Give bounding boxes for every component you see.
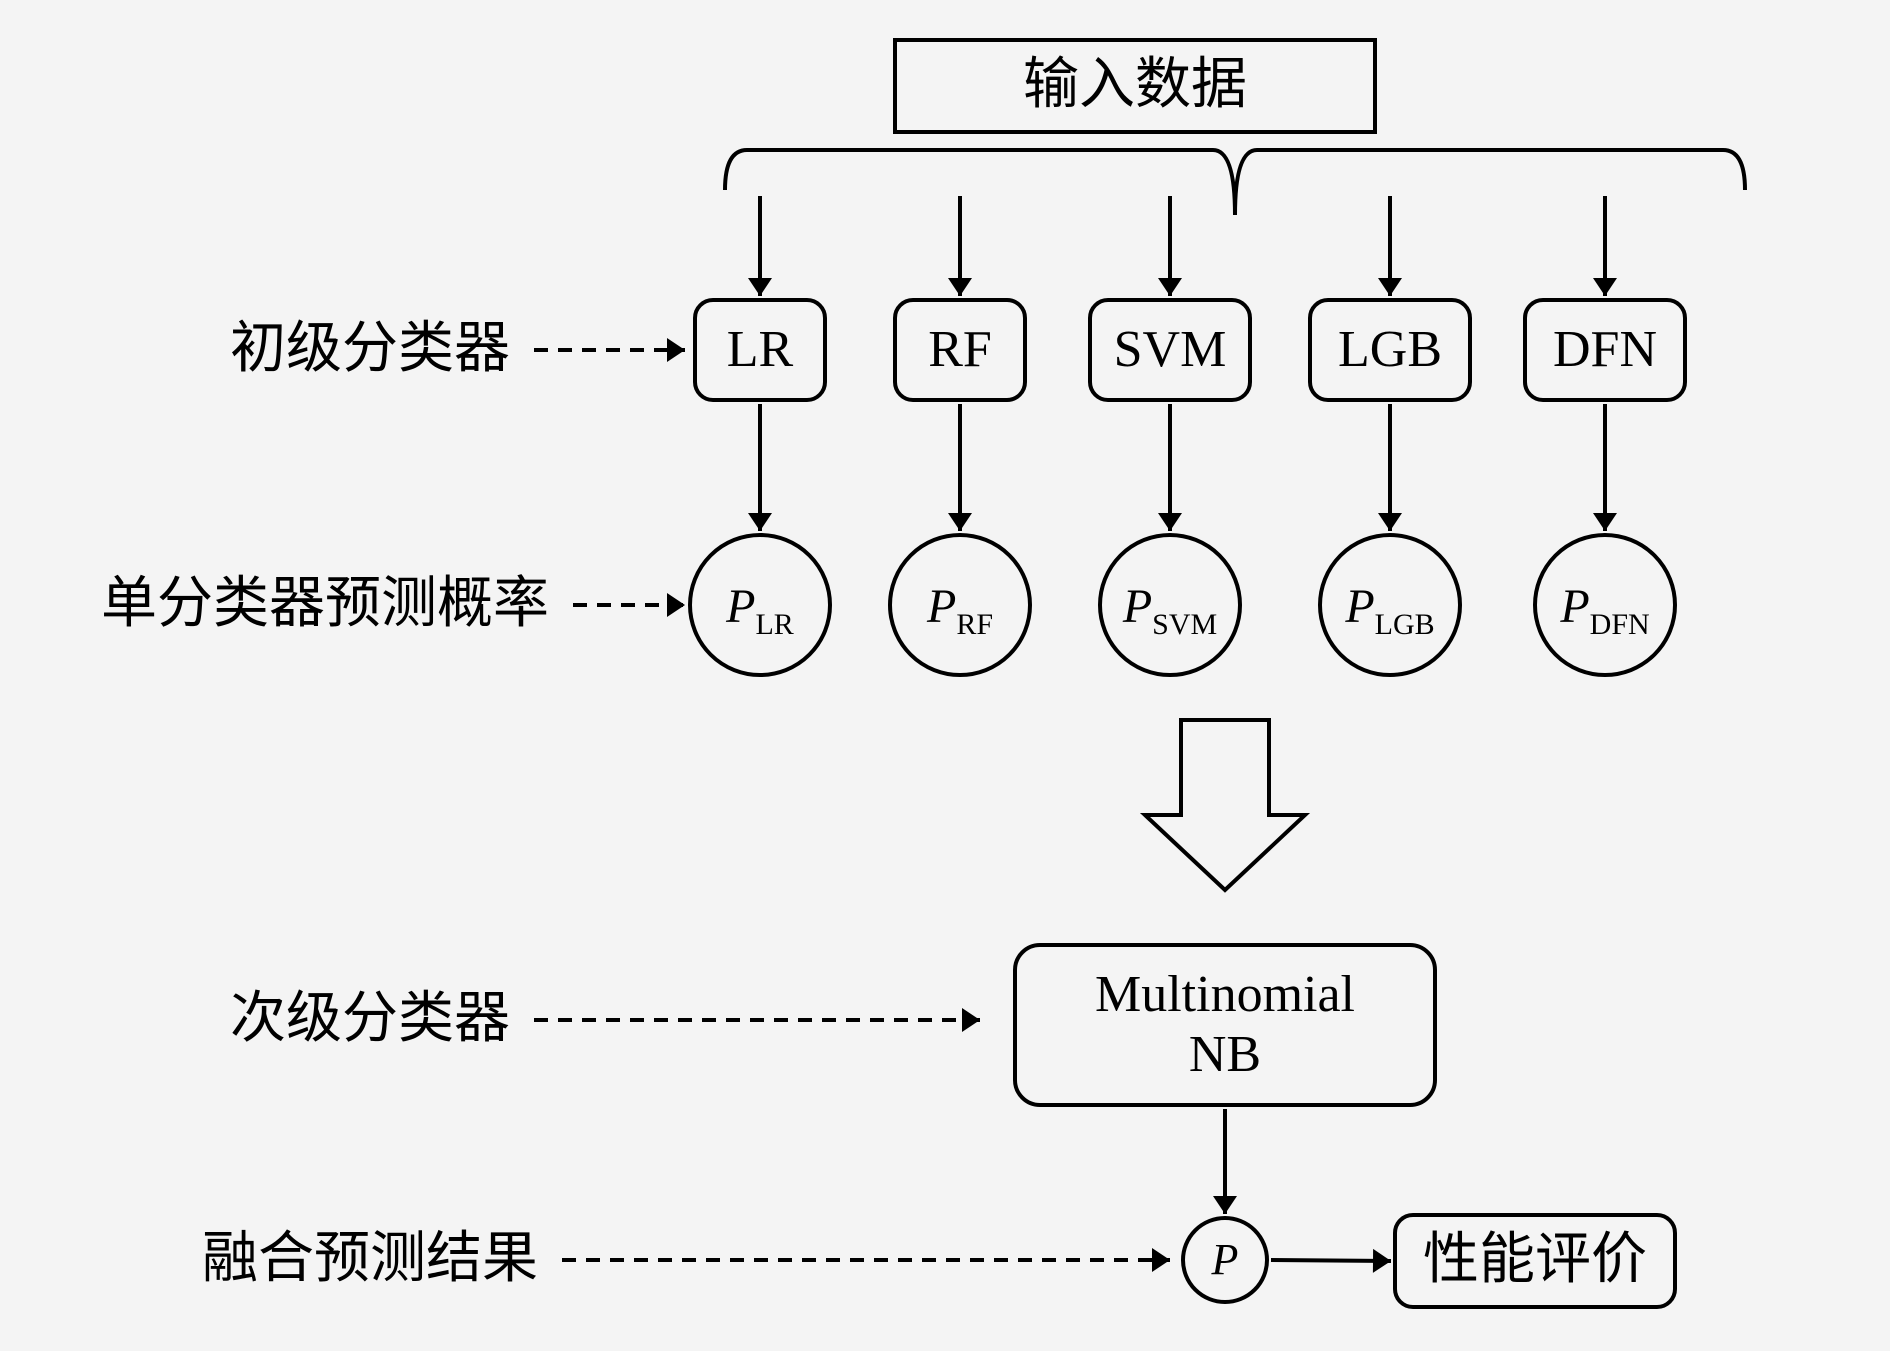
row-label-primary: 初级分类器: [230, 318, 510, 380]
final-P-label: P: [1211, 1235, 1239, 1284]
classifier-label-DFN: DFN: [1553, 321, 1657, 378]
classifier-label-LGB: LGB: [1338, 321, 1442, 378]
classifier-label-LR: LR: [727, 321, 794, 378]
classifier-label-SVM: SVM: [1114, 321, 1227, 378]
multinomial-line1: Multinomial: [1095, 966, 1355, 1023]
row-label-fusion: 融合预测结果: [202, 1228, 538, 1290]
classifier-label-RF: RF: [928, 321, 992, 378]
eval-label: 性能评价: [1423, 1229, 1647, 1291]
row-label-secondary: 次级分类器: [230, 988, 510, 1050]
multinomial-line2: NB: [1189, 1026, 1261, 1083]
row-label-probs: 单分类器预测概率: [101, 573, 549, 635]
input-label: 输入数据: [1023, 54, 1247, 116]
